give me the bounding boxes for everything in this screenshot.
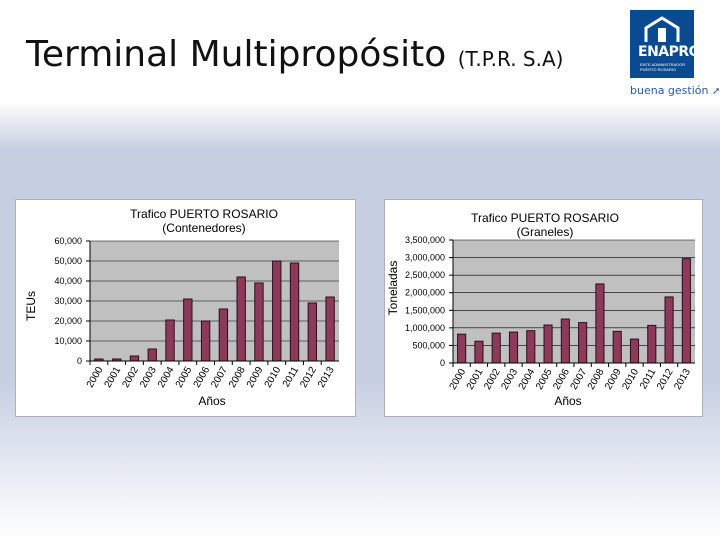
- y-tick-label: 500,000: [412, 340, 445, 350]
- y-tick-label: 3,500,000: [405, 235, 445, 245]
- bar-2009: [254, 282, 264, 362]
- y-tick-label: 30,000: [54, 296, 82, 306]
- y-axis-label: TEUs: [24, 291, 38, 321]
- bar-2011: [647, 324, 657, 364]
- bar-2007: [218, 308, 229, 362]
- x-tick-label: 2012: [655, 367, 676, 392]
- x-tick-label: 2006: [551, 367, 572, 392]
- x-tick-label: 2002: [482, 367, 503, 392]
- y-tick-label: 0: [440, 358, 445, 368]
- bar-2000: [457, 333, 467, 364]
- chart-title: Trafico PUERTO ROSARIO: [471, 211, 619, 225]
- x-tick-label: 2000: [85, 365, 106, 390]
- bar-2005: [183, 298, 193, 362]
- bar-2001: [474, 340, 484, 364]
- bar-2007: [578, 322, 588, 364]
- x-tick-label: 2001: [465, 367, 486, 392]
- page-title: Terminal Multipropósito (T.P.R. S.A): [26, 34, 563, 75]
- bar-2010: [272, 260, 282, 362]
- chart-containers: Trafico PUERTO ROSARIO (Contenedores) TE…: [24, 207, 339, 408]
- chart-title: Trafico PUERTO ROSARIO: [130, 207, 278, 221]
- x-tick-label: 2000: [448, 367, 469, 392]
- x-axis-label: Años: [198, 394, 225, 408]
- bar-2006: [200, 320, 211, 362]
- bar-2003: [147, 348, 157, 362]
- swoosh-icon: ➚: [711, 86, 720, 97]
- x-tick-label: 2010: [263, 365, 284, 390]
- x-tick-label: 2012: [298, 365, 319, 390]
- bar-2009: [612, 330, 622, 364]
- bar-2013: [325, 296, 335, 362]
- bar-2011: [289, 262, 300, 362]
- plot-background: [453, 240, 695, 363]
- chart-panel-bulk: Trafico PUERTO ROSARIO (Graneles) Tonela…: [384, 199, 703, 417]
- enapro-logo: ENAPRO ENTE ADMINISTRADOR PUERTO ROSARIO…: [626, 8, 720, 98]
- x-tick-label: 2004: [156, 365, 177, 390]
- y-tick-label: 1,500,000: [405, 305, 445, 315]
- plot-area: 0 10,000 20,000 30,000 40,000 50,000 60,000 200…: [54, 236, 339, 390]
- y-axis-label: Toneladas: [386, 261, 400, 316]
- x-axis-label: Años: [554, 394, 581, 408]
- x-tick-label: 2007: [209, 365, 230, 390]
- bar-2006: [560, 318, 570, 364]
- x-tick-label: 2005: [174, 365, 195, 390]
- x-tick-label: 2001: [103, 365, 124, 390]
- chart-panel-containers: Trafico PUERTO ROSARIO (Contenedores) TE…: [15, 199, 356, 417]
- x-tick-label: 2011: [281, 365, 301, 390]
- logo-box: ENAPRO ENTE ADMINISTRADOR PUERTO ROSARIO: [630, 10, 701, 78]
- x-tick-label: 2013: [672, 367, 693, 392]
- x-tick-label: 2004: [517, 367, 538, 392]
- x-tick-label: 2009: [603, 367, 624, 392]
- y-tick-label: 20,000: [54, 316, 82, 326]
- title-band: Terminal Multipropósito (T.P.R. S.A) ENA…: [0, 0, 720, 104]
- x-tick-label: 2003: [499, 367, 520, 392]
- bar-2004: [165, 319, 175, 362]
- logo-tagline-text: buena gestión: [630, 84, 709, 97]
- x-tick-label: 2010: [620, 367, 641, 392]
- y-tick-label: 60,000: [54, 236, 82, 246]
- house-icon: [644, 16, 680, 42]
- bar-2013: [681, 258, 691, 364]
- x-tick-label: 2009: [245, 365, 266, 390]
- page-title-main: Terminal Multipropósito: [26, 34, 447, 75]
- y-tick-label: 40,000: [54, 276, 82, 286]
- bar-2012: [664, 296, 674, 364]
- x-tick-label: 2007: [569, 367, 590, 392]
- y-tick-label: 50,000: [54, 256, 82, 266]
- bar-2002: [129, 355, 140, 362]
- plot-area: 0 500,000 1,000,000 1,500,000 2,000,000 2,500…: [405, 235, 695, 392]
- page-title-suffix: (T.P.R. S.A): [457, 47, 564, 71]
- logo-subtitle: ENTE ADMINISTRADOR PUERTO ROSARIO: [640, 62, 686, 72]
- x-tick-label: 2006: [192, 365, 213, 390]
- x-tick-label: 2002: [120, 365, 141, 390]
- bar-2008: [236, 276, 246, 362]
- bar-2010: [629, 338, 640, 364]
- chart-subtitle: (Contenedores): [162, 221, 245, 235]
- bar-2005: [543, 324, 553, 364]
- y-tick-label: 2,000,000: [405, 288, 445, 298]
- bar-2003: [508, 331, 519, 364]
- x-tick-label: 2008: [586, 367, 607, 392]
- y-tick-label: 10,000: [54, 336, 82, 346]
- x-tick-label: 2003: [138, 365, 159, 390]
- bar-2008: [595, 283, 605, 364]
- chart-subtitle: (Graneles): [517, 225, 574, 239]
- y-tick-label: 0: [77, 356, 82, 366]
- y-tick-label: 3,000,000: [405, 253, 445, 263]
- y-tick-label: 1,000,000: [405, 323, 445, 333]
- logo-tagline: buena gestión ➚: [630, 84, 720, 97]
- bar-2002: [491, 332, 501, 364]
- bar-2012: [307, 302, 318, 362]
- x-tick-label: 2013: [316, 365, 337, 390]
- x-tick-label: 2008: [227, 365, 248, 390]
- bar-2004: [526, 330, 536, 364]
- logo-name: ENAPRO: [638, 44, 701, 60]
- x-tick-label: 2005: [534, 367, 555, 392]
- chart-bulk: Trafico PUERTO ROSARIO (Graneles) Tonela…: [386, 211, 695, 408]
- y-tick-label: 2,500,000: [405, 270, 445, 280]
